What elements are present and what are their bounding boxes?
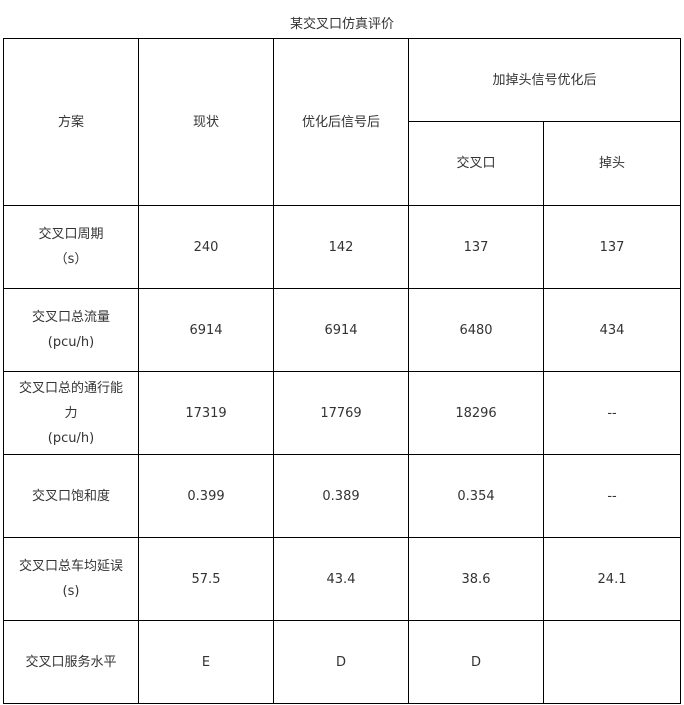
table-cell: 6914 [138,288,274,372]
table-row: 交叉口周期 （s） 240 142 137 137 [3,205,682,289]
row-label-line: 交叉口总流量 [31,310,110,325]
table-cell: -- [542,454,682,538]
table-cell: 137 [408,205,544,289]
table-cell: 0.354 [408,454,544,538]
table-cell: 240 [138,205,274,289]
row-label-line: 交叉口服务水平 [25,654,117,670]
table-cell: 142 [273,205,409,289]
header-current: 现状 [138,38,274,206]
table-cell: -- [542,371,682,455]
table-cell: 434 [542,288,682,372]
header-uturn-group: 加掉头信号优化后 [407,38,682,122]
table-cell: 6914 [273,288,409,372]
row-label-line: 交叉口饱和度 [31,488,110,504]
table-cell: 17769 [273,371,409,455]
table-row: 交叉口总的通行能力 (pcu/h) 17319 17769 18296 -- [3,371,682,455]
table-cell: D [408,620,544,704]
row-label-line: (pcu/h) [47,430,95,446]
table-cell: 6480 [408,288,544,372]
table-row: 交叉口总车均延误 (s) 57.5 43.4 38.6 24.1 [3,537,682,621]
table-title: 某交叉口仿真评价 [289,17,394,32]
row-label: 交叉口总流量 (pcu/h) [3,288,139,372]
table-row: 交叉口饱和度 0.399 0.389 0.354 -- [3,454,682,538]
header-uturn: 掉头 [542,121,682,206]
header-intersection: 交叉口 [408,121,544,206]
row-label-line: 力 [64,405,78,421]
row-label-line: （s） [54,252,88,267]
row-label-line: (pcu/h) [47,335,95,350]
table-cell: 0.389 [273,454,409,538]
table-cell: 18296 [408,371,544,455]
table-row: 交叉口服务水平 E D D [3,620,682,704]
row-label: 交叉口服务水平 [3,620,139,704]
table-cell: 24.1 [542,537,682,621]
row-label: 交叉口总的通行能力 (pcu/h) [3,371,139,455]
table-cell: 0.399 [138,454,274,538]
row-label-line: (s) [62,584,80,599]
table-cell [542,620,682,704]
table-cell: 137 [542,205,682,289]
row-label-line: 交叉口总的通行能 [18,380,123,396]
table-cell: 57.5 [138,537,274,621]
row-label-line: 交叉口周期 [38,227,104,242]
table-row: 交叉口总流量 (pcu/h) 6914 6914 6480 434 [3,288,682,372]
row-label: 交叉口总车均延误 (s) [3,537,139,621]
table-cell: 43.4 [273,537,409,621]
row-label: 交叉口饱和度 [3,454,139,538]
table-cell: 38.6 [408,537,544,621]
row-label-line: 交叉口总车均延误 [18,559,123,574]
row-label: 交叉口周期 （s） [3,205,139,289]
table-cell: E [138,620,274,704]
evaluation-table: 方案 现状 优化后信号后 加掉头信号优化后 交叉口 掉头 交叉口周期 （s） 240… [3,38,682,704]
header-optimized: 优化后信号后 [273,38,409,206]
header-scheme: 方案 [3,38,139,206]
table-cell: D [273,620,409,704]
table-cell: 17319 [138,371,274,455]
